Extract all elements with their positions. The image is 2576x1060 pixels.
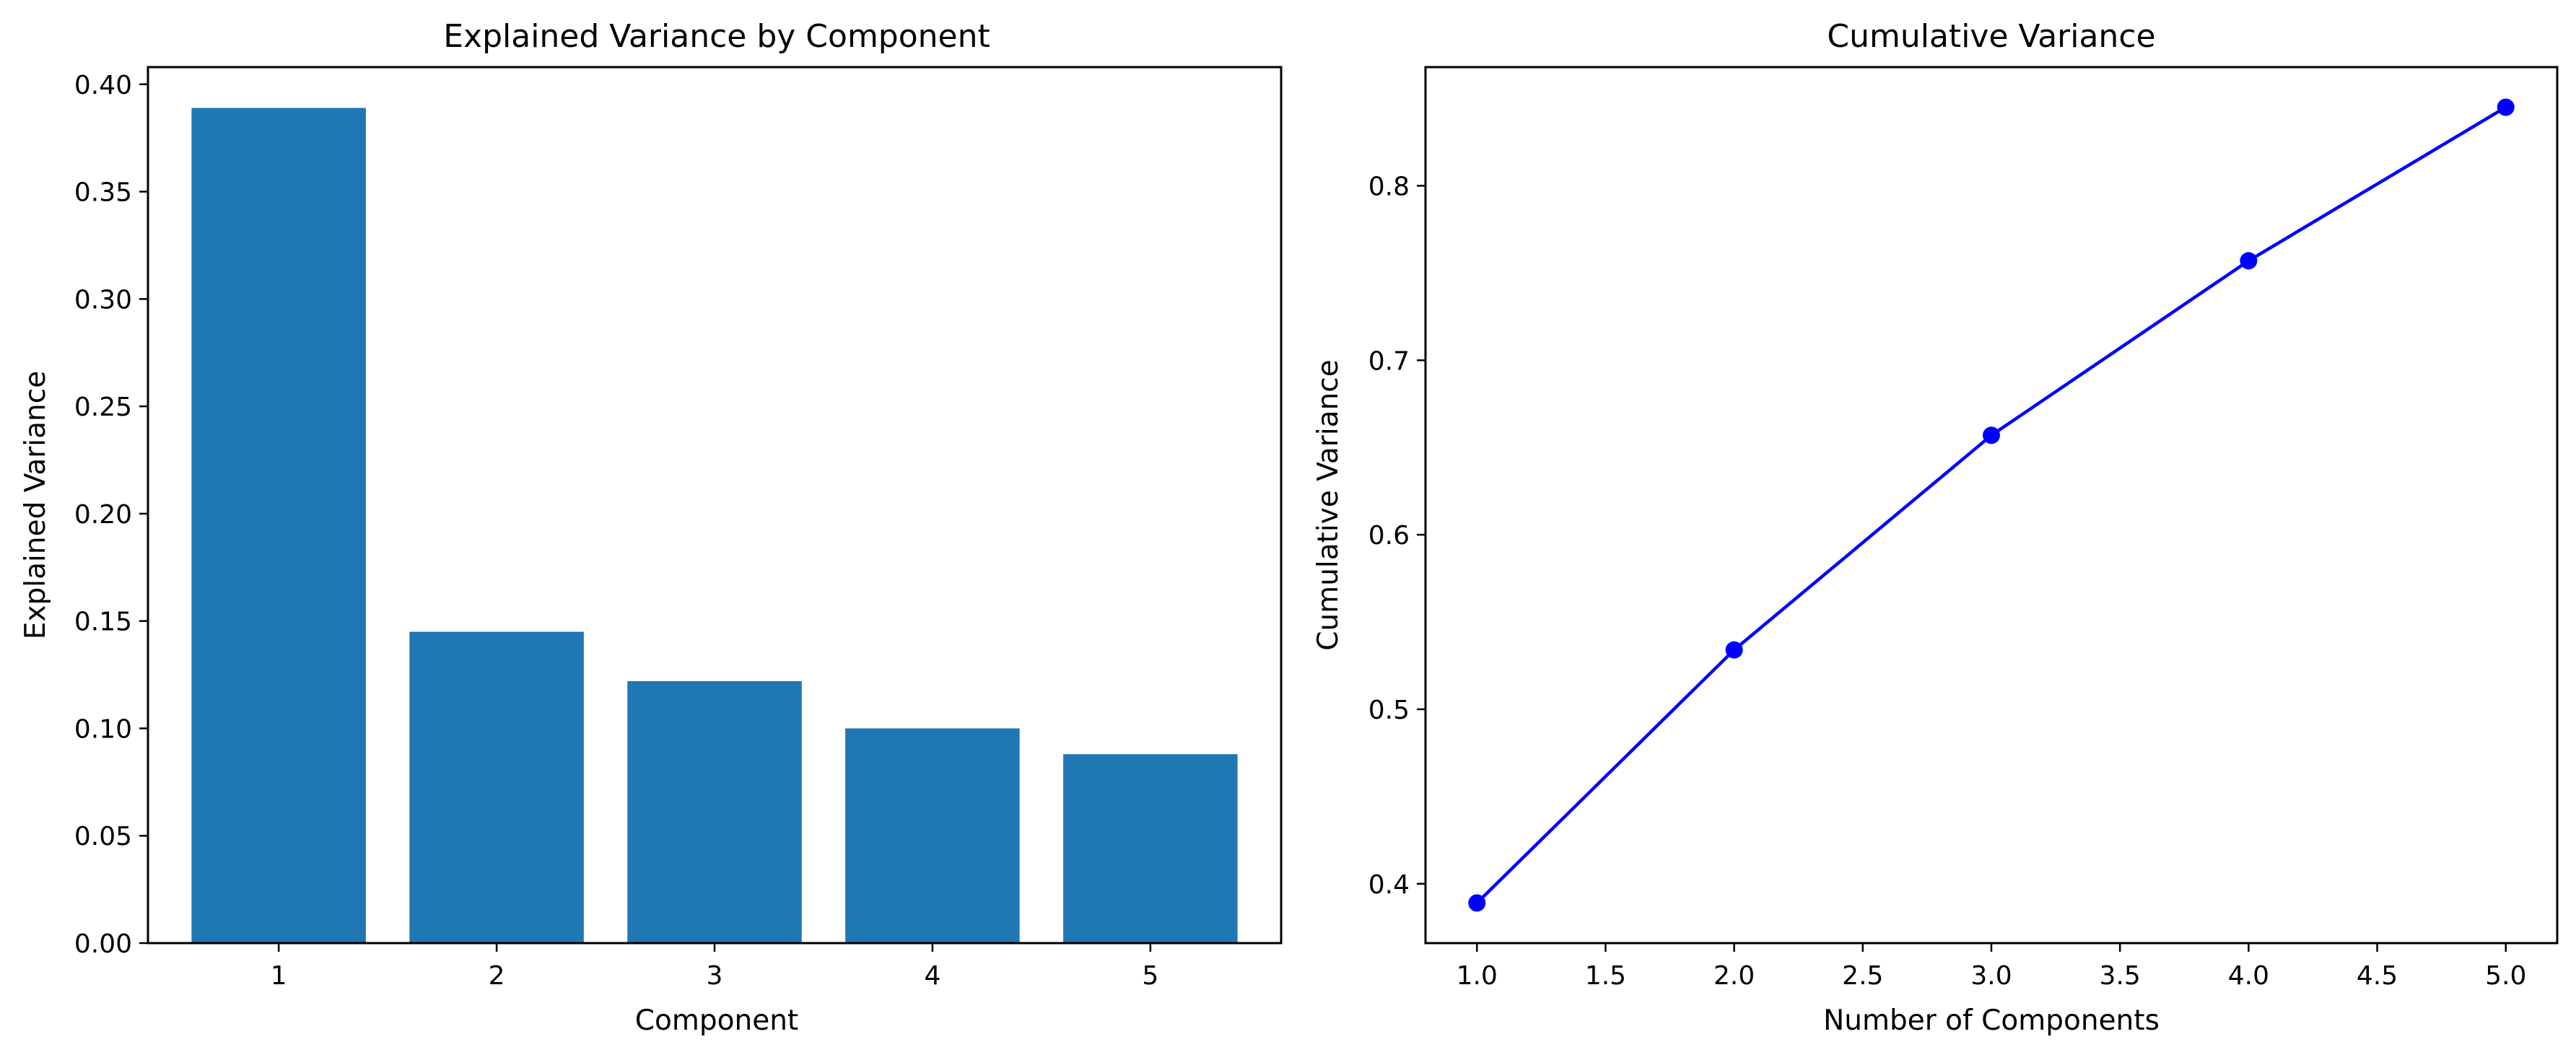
y-tick-label: 0.20 bbox=[74, 500, 132, 530]
bar-chart-x-axis-label: Component bbox=[635, 1004, 798, 1037]
bar bbox=[409, 631, 584, 943]
y-tick-label: 0.5 bbox=[1368, 696, 1410, 725]
data-point bbox=[2497, 98, 2515, 116]
y-tick-label: 0.30 bbox=[74, 285, 132, 315]
x-tick-label: 5.0 bbox=[2485, 961, 2526, 991]
line-chart-ticks: 1.0 1.5 2.0 2.5 3.0 3.5 4.0 4.5 5.0 0.4 0.5 0.6 0.7 0… bbox=[1368, 172, 2527, 991]
y-tick-label: 0.10 bbox=[74, 714, 132, 744]
data-point bbox=[1725, 641, 1743, 659]
x-tick-label: 1.0 bbox=[1457, 961, 1498, 991]
y-tick-label: 0.00 bbox=[74, 929, 132, 959]
line-chart-title: Cumulative Variance bbox=[1827, 18, 2155, 55]
x-tick-label: 5 bbox=[1142, 961, 1158, 991]
y-tick-label: 0.25 bbox=[74, 393, 132, 422]
bar-chart-ticks: 1 2 3 4 5 0.00 0.05 0.10 0.15 0.20 0.25 0.30 0.35 0.4… bbox=[74, 71, 1158, 991]
x-tick-label: 2.0 bbox=[1713, 961, 1755, 991]
bar-chart: Explained Variance by Component 1 2 3 4 5 0.0… bbox=[19, 18, 1283, 1037]
y-tick-label: 0.05 bbox=[74, 822, 132, 851]
data-point bbox=[2240, 252, 2258, 270]
y-tick-label: 0.15 bbox=[74, 608, 132, 637]
series-line bbox=[1475, 105, 2507, 905]
bar bbox=[1063, 754, 1238, 943]
x-tick-label: 3.5 bbox=[2100, 961, 2141, 991]
x-tick-label: 3.0 bbox=[1970, 961, 2012, 991]
bar-chart-plot-frame bbox=[147, 66, 1283, 945]
data-point bbox=[1983, 426, 2000, 444]
line-series bbox=[1468, 98, 2515, 912]
data-point bbox=[1468, 894, 1486, 912]
x-tick-label: 4.0 bbox=[2228, 961, 2269, 991]
line-chart: Cumulative Variance 1.0 1.5 2.0 2.5 3.0 3.5 4.… bbox=[1312, 18, 2559, 1037]
x-tick-label: 1 bbox=[271, 961, 287, 991]
bar-chart-title: Explained Variance by Component bbox=[443, 18, 990, 55]
line-chart-y-axis-label: Cumulative Variance bbox=[1312, 359, 1345, 650]
y-tick-label: 0.6 bbox=[1368, 521, 1410, 551]
x-tick-label: 3 bbox=[707, 961, 723, 991]
x-tick-label: 4 bbox=[924, 961, 940, 991]
bar bbox=[191, 108, 366, 944]
bar-chart-y-axis-label: Explained Variance bbox=[19, 371, 52, 639]
y-tick-label: 0.8 bbox=[1368, 172, 1410, 201]
bar-series bbox=[191, 108, 1238, 944]
bar bbox=[845, 728, 1020, 943]
x-tick-label: 2.5 bbox=[1842, 961, 1883, 991]
x-tick-label: 4.5 bbox=[2357, 961, 2398, 991]
bar bbox=[627, 680, 802, 943]
y-tick-label: 0.7 bbox=[1368, 346, 1410, 376]
line-chart-x-axis-label: Number of Components bbox=[1823, 1004, 2160, 1037]
y-tick-label: 0.4 bbox=[1368, 870, 1410, 900]
y-tick-label: 0.40 bbox=[74, 71, 132, 100]
line-chart-plot-frame bbox=[1424, 66, 2559, 945]
x-tick-label: 2 bbox=[489, 961, 505, 991]
y-tick-label: 0.35 bbox=[74, 178, 132, 208]
x-tick-label: 1.5 bbox=[1585, 961, 1626, 991]
